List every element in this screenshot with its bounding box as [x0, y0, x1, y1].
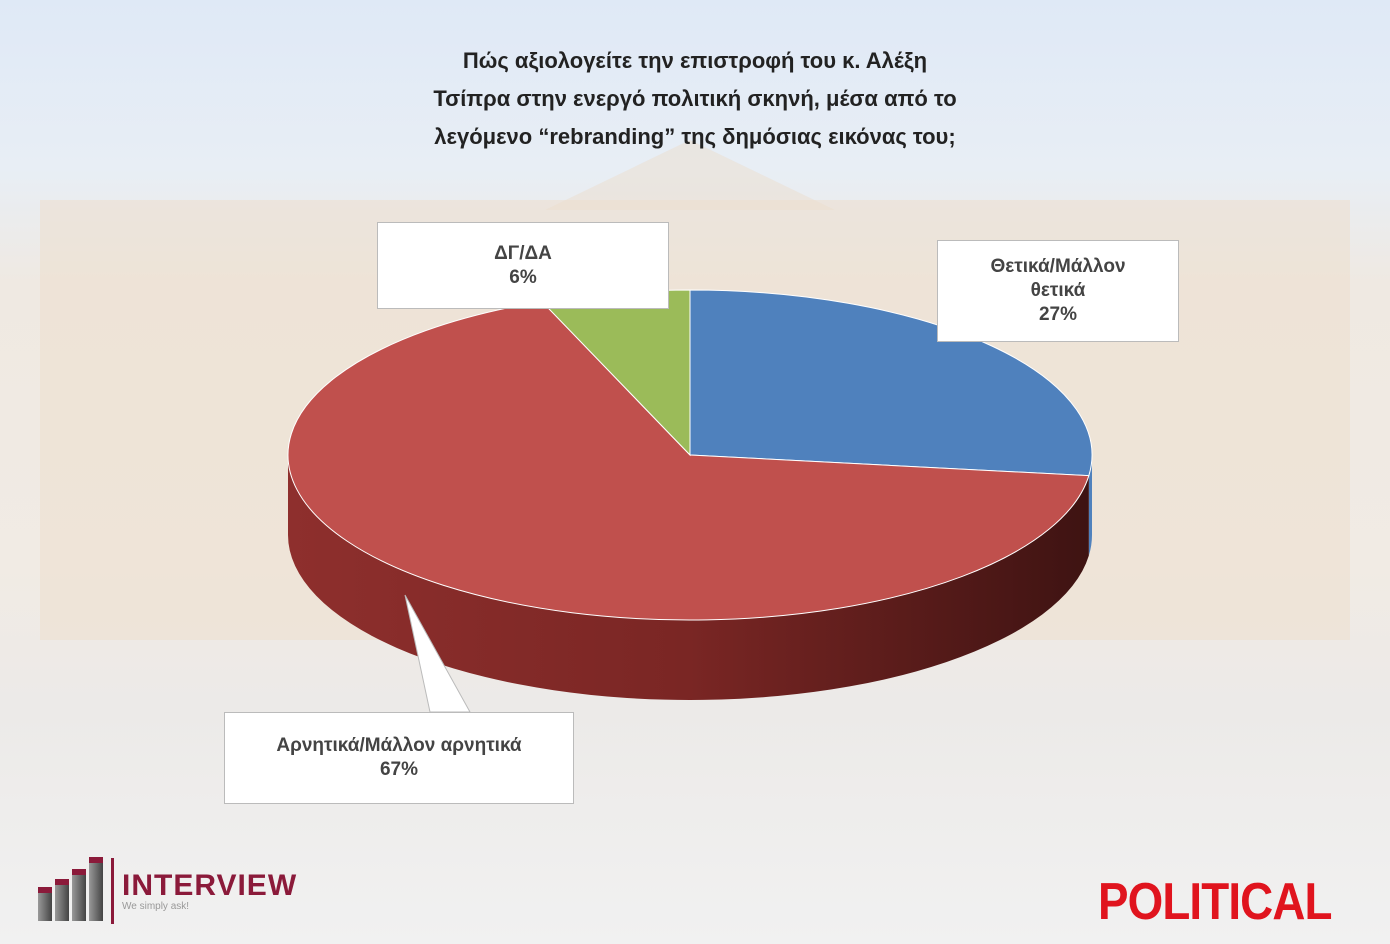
logo-text: INTERVIEW [122, 868, 298, 902]
pie-side-0 [1088, 455, 1092, 556]
label-text: ΔΓ/ΔΑ [494, 242, 552, 264]
logo-bars-icon [38, 857, 103, 921]
pie-slice-1 [287, 301, 1090, 621]
chart-title: Πώς αξιολογείτε την επιστροφή του κ. Αλέ… [330, 42, 1060, 156]
political-logo: POLITICAL [1098, 873, 1332, 931]
label-value: 6% [509, 266, 537, 288]
label-value: 27% [1038, 304, 1078, 325]
pie-side-1 [288, 455, 1089, 701]
interview-logo: INTERVIEW We simply ask! [38, 857, 298, 924]
title-line: Πώς αξιολογείτε την επιστροφή του κ. Αλέ… [462, 48, 928, 73]
title-line: λεγόμενο “rebranding” της δημόσιας εικόν… [434, 124, 956, 149]
title-line: Τσίπρα στην ενεργό πολιτική σκηνή, μέσα … [433, 86, 957, 111]
data-label-positive: Θετικά/Μάλλον θετικά 27% [937, 240, 1179, 342]
data-label-dkna: ΔΓ/ΔΑ 6% [377, 222, 669, 309]
data-label-negative: Αρνητικά/Μάλλον αρνητικά 67% [224, 712, 574, 804]
label-text: Θετικά/Μάλλον [990, 256, 1126, 277]
label-value: 67% [379, 759, 419, 780]
label-text: Αρνητικά/Μάλλον αρνητικά [276, 735, 522, 756]
label-text: θετικά [1030, 280, 1086, 301]
pie-slice-0 [689, 289, 1093, 477]
logo-tagline: We simply ask! [122, 900, 190, 912]
